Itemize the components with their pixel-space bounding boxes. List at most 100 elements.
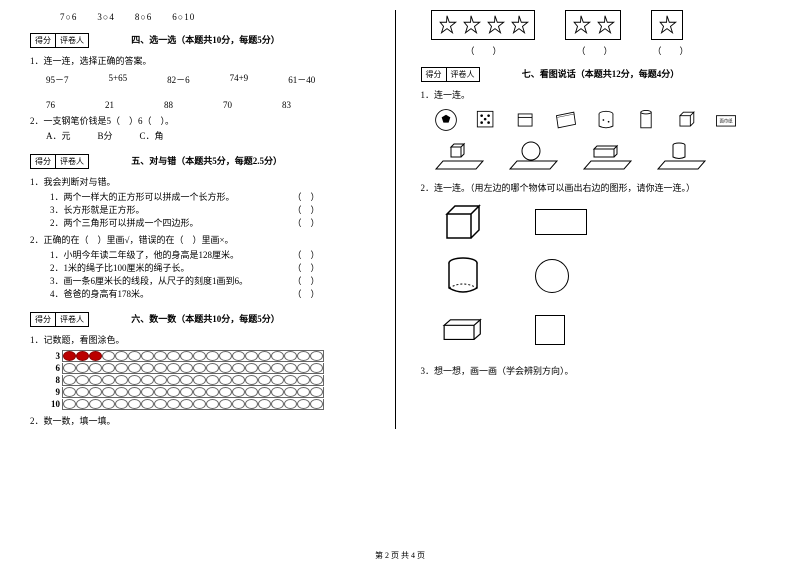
q6-1: 1．记数题，看图涂色。 xyxy=(30,333,380,346)
bead-row xyxy=(62,350,324,362)
tf-item: 4．爸爸的身高有178米。（ ） xyxy=(50,287,380,300)
bead xyxy=(258,399,271,409)
box-icon xyxy=(511,107,541,133)
bead xyxy=(141,399,154,409)
bead xyxy=(89,387,102,397)
tf-item: 3．长方形就是正方形。（ ） xyxy=(50,203,380,216)
section-4-header: 得分 评卷人 四、选一选（本题共10分，每题5分） xyxy=(30,33,380,50)
bead xyxy=(63,387,76,397)
bead xyxy=(297,387,310,397)
bead xyxy=(128,375,141,385)
section-7-title: 七、看图说话（本题共12分，每题4分） xyxy=(522,69,680,79)
bead xyxy=(284,375,297,385)
section-5-header: 得分 评卷人 五、对与错（本题共5分，每题2.5分） xyxy=(30,154,380,171)
page-footer: 第 2 页 共 4 页 xyxy=(0,550,800,561)
bead xyxy=(89,375,102,385)
cuboid-3d-icon xyxy=(441,310,485,350)
bead xyxy=(297,363,310,373)
bead xyxy=(245,387,258,397)
bead xyxy=(271,399,284,409)
bead xyxy=(141,375,154,385)
bead-row xyxy=(62,387,324,398)
bead xyxy=(102,375,115,385)
q5-1: 1．我会判断对与错。 xyxy=(30,175,380,188)
bead xyxy=(284,351,297,361)
bead xyxy=(115,375,128,385)
bead xyxy=(180,363,193,373)
q4-1-row2: 76 21 88 70 83 xyxy=(46,100,380,110)
bead-row xyxy=(62,375,324,386)
star-icon xyxy=(484,14,506,36)
bead xyxy=(102,387,115,397)
match-bot: 83 xyxy=(282,100,291,110)
reviewer-label: 评卷人 xyxy=(447,68,479,81)
bead xyxy=(193,351,206,361)
bead xyxy=(193,387,206,397)
bead xyxy=(258,363,271,373)
bead xyxy=(180,387,193,397)
bead xyxy=(76,387,89,397)
reviewer-label: 评卷人 xyxy=(56,313,88,326)
q4-2-opts: A．元 B分 C．角 xyxy=(46,129,380,142)
tf-item: 3．画一条6厘米长的线段，从尺子的刻度1画到6。（ ） xyxy=(50,274,380,287)
bead xyxy=(167,351,180,361)
bead xyxy=(271,363,284,373)
bead xyxy=(310,351,323,361)
star-parens: （ ） （ ） （ ） xyxy=(431,44,771,57)
bead xyxy=(128,399,141,409)
bead xyxy=(63,399,76,409)
bead xyxy=(180,399,193,409)
q7-2: 2．连一连。（用左边的哪个物体可以画出右边的图形，请你连一连。） xyxy=(421,181,771,194)
bead xyxy=(258,387,271,397)
bead xyxy=(63,363,76,373)
trace-cylinder-icon xyxy=(653,139,709,175)
bead xyxy=(206,375,219,385)
q4-2: 2．一支钢笔价钱是5（ ）6（ ）。 xyxy=(30,114,380,127)
tf-item: 1．小明今年读二年级了，他的身高是128厘米。（ ） xyxy=(50,248,380,261)
bead xyxy=(180,375,193,385)
score-label: 得分 xyxy=(422,68,447,81)
bead xyxy=(89,363,102,373)
bead xyxy=(310,399,323,409)
circle-2d xyxy=(535,259,569,293)
bead-row xyxy=(62,399,324,410)
bead xyxy=(193,375,206,385)
bead xyxy=(206,351,219,361)
star-icon xyxy=(508,14,530,36)
section-5-title: 五、对与错（本题共5分，每题2.5分） xyxy=(131,156,282,166)
star-box-2 xyxy=(565,10,621,40)
bead xyxy=(284,363,297,373)
star-icon xyxy=(594,14,616,36)
ball-icon xyxy=(431,107,461,133)
bead xyxy=(245,351,258,361)
bead xyxy=(258,351,271,361)
traces-row xyxy=(431,139,771,175)
cube-icon xyxy=(671,107,701,133)
match-top: 82－6 xyxy=(167,73,190,86)
bead xyxy=(232,363,245,373)
section-6-title: 六、数一数（本题共10分，每题5分） xyxy=(131,314,280,324)
bead xyxy=(232,387,245,397)
section-7-header: 得分 评卷人 七、看图说话（本题共12分，每题4分） xyxy=(421,67,771,84)
bead xyxy=(154,351,167,361)
book-icon xyxy=(551,107,581,133)
trace-cuboid-icon xyxy=(579,139,635,175)
bead-row xyxy=(62,363,324,374)
bead xyxy=(245,399,258,409)
bead xyxy=(271,387,284,397)
score-label: 得分 xyxy=(31,34,56,47)
bead xyxy=(271,351,284,361)
tf-item: 2．两个三角形可以拼成一个四边形。（ ） xyxy=(50,216,380,229)
bead xyxy=(154,363,167,373)
bead xyxy=(232,351,245,361)
q4-1-row1: 95－7 5+65 82－6 74+9 61－40 xyxy=(46,73,380,86)
bead xyxy=(128,351,141,361)
tf-item: 2．1米的绳子比100厘米的绳子长。（ ） xyxy=(50,261,380,274)
star-icon xyxy=(656,14,678,36)
bead xyxy=(76,351,89,361)
match-top: 74+9 xyxy=(230,73,249,86)
bead xyxy=(284,387,297,397)
bead xyxy=(219,351,232,361)
jar-icon xyxy=(591,107,621,133)
bead xyxy=(258,375,271,385)
